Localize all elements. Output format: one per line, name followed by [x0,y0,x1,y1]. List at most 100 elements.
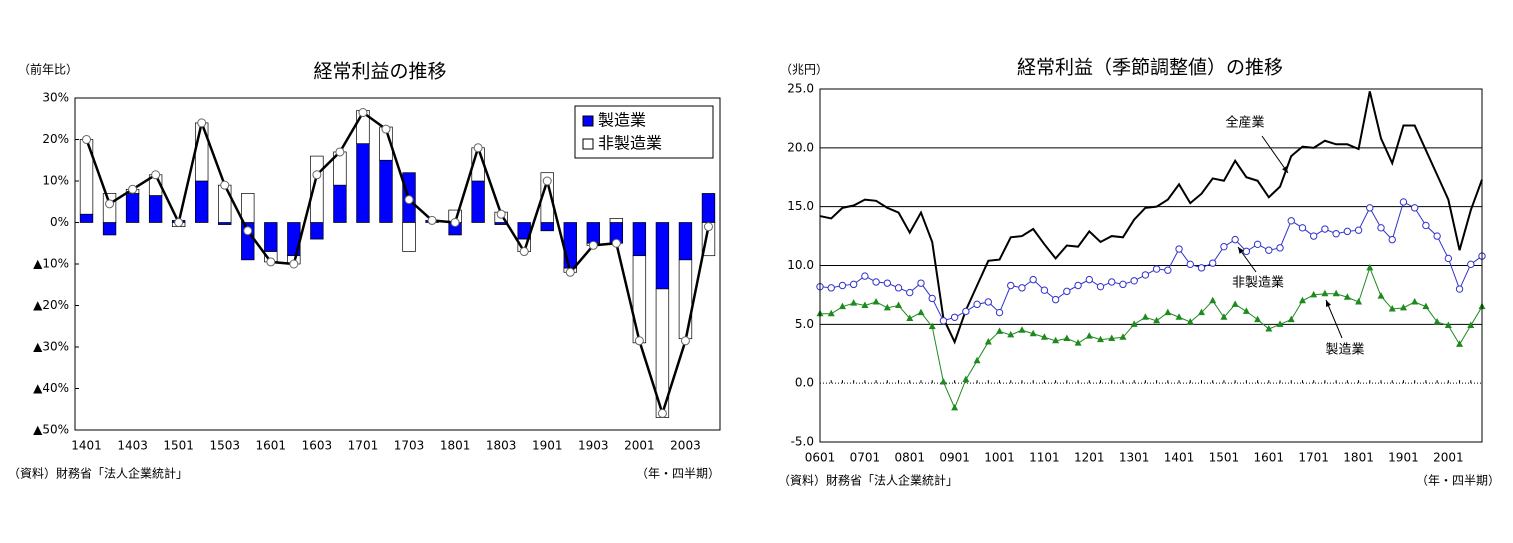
y-tick-label: 0% [50,215,69,229]
bar-segment [264,222,278,252]
point-marker [519,247,529,257]
point-marker [1242,307,1250,314]
point-marker [1164,266,1172,274]
point-marker [1186,317,1194,325]
point-marker [894,284,903,292]
series-annotation: 製造業 [1325,342,1364,358]
point-marker [906,314,914,321]
series-annotation: 非製造業 [1232,275,1284,291]
data-line [85,110,710,418]
x-tick-label: 1701 [348,439,379,453]
bar-segment [655,222,670,290]
point-marker [1175,313,1183,320]
y-tick-label: 25.0 [787,82,814,96]
point-marker [1456,340,1464,347]
point-marker [1377,224,1385,232]
point-marker [1231,235,1239,244]
point-marker [838,281,847,290]
point-marker [1422,302,1430,310]
point-marker [128,184,138,194]
y-tick-label: ▲10% [33,257,69,271]
bar-segment [125,193,140,223]
bar-segment [195,180,209,223]
legend-label: 製造業 [598,111,646,130]
point-marker [1007,330,1015,338]
point-marker [939,317,948,325]
x-tick-label: 1901 [532,439,563,453]
bar-segment [79,213,94,223]
x-tick-label: 1801 [440,439,471,453]
point-marker [243,226,253,236]
point-marker [1354,226,1363,234]
source-note: （資料）財務省「法人企業統計」 [778,473,958,488]
annotation-arrow [1325,299,1343,339]
data-line [819,201,1483,322]
point-marker [1343,227,1352,236]
y-axis-label: （前年比） [18,62,78,77]
y-tick-label: 5.0 [795,317,814,331]
point-marker [1141,313,1149,320]
point-marker [1321,225,1329,233]
y-tick-label: 20% [42,132,69,146]
legend-swatch [582,115,594,127]
source-note: （資料）財務省「法人企業統計」 [8,466,188,481]
plot-frame [74,97,721,431]
x-tick-label: 1401 [71,439,102,453]
point-marker [1287,315,1295,323]
point-marker [1366,263,1374,271]
x-tick-label: 1101 [1029,451,1060,465]
point-marker [827,284,835,292]
point-marker [1074,281,1082,290]
point-marker [450,218,460,227]
chart-title: 経常利益の推移 [313,61,446,83]
point-marker [542,176,552,186]
y-tick-label: ▲50% [33,423,69,437]
x-tick-label: 1803 [486,439,517,453]
point-marker [928,294,936,303]
x-axis-label: （年・四半期） [1416,474,1500,488]
point-marker [1276,244,1284,252]
point-marker [928,322,936,330]
y-tick-label: -5.0 [791,435,814,449]
bar-segment [678,222,693,261]
bar-segment [609,218,624,223]
point-marker [995,308,1004,317]
bar-segment [632,255,647,344]
point-marker [996,327,1004,334]
point-marker [1321,289,1329,297]
x-tick-label: 1903 [578,439,609,453]
annotation-arrowhead [1325,300,1332,307]
point-marker [984,298,993,306]
point-marker [1366,204,1374,212]
x-tick-label: 2001 [1433,451,1464,465]
x-tick-label: 1703 [394,439,425,453]
x-tick-label: 1001 [984,451,1015,465]
x-tick-label: 1603 [302,439,333,453]
point-marker [105,199,115,209]
point-marker [1467,321,1475,329]
x-tick-label: 2001 [624,439,655,453]
point-marker [861,301,869,309]
point-marker [951,403,959,411]
point-marker [827,309,835,317]
point-marker [1051,295,1060,304]
point-marker [1444,254,1453,263]
x-tick-label: 0901 [939,451,970,465]
x-tick-label: 1601 [1254,451,1285,465]
point-marker [1063,334,1071,341]
bar-segment [471,180,485,223]
point-marker [1220,242,1228,251]
point-marker [1018,326,1026,333]
point-marker [1130,320,1138,327]
point-marker [850,299,858,306]
x-tick-label: 1301 [1119,451,1150,465]
y-tick-label: 10% [42,174,69,188]
point-marker [1052,336,1060,344]
point-marker [680,336,690,346]
point-marker [220,180,230,190]
point-marker [496,209,506,219]
point-marker [427,215,437,225]
point-marker [973,356,981,364]
